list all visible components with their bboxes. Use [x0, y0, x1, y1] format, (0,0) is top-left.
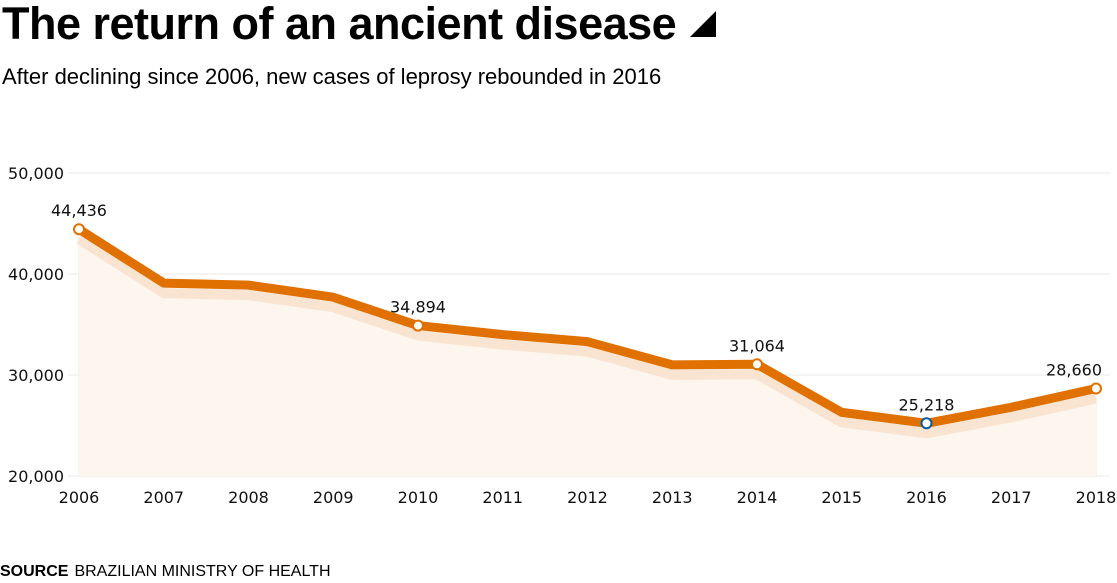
source-note: SOURCE BRAZILIAN MINISTRY OF HEALTH — [0, 563, 331, 581]
triangle-icon — [690, 11, 717, 37]
x-tick-label: 2013 — [652, 488, 693, 507]
data-label: 34,894 — [390, 298, 446, 317]
data-point-marker — [920, 417, 933, 430]
y-tick-label: 50,000 — [8, 164, 64, 183]
x-tick-label: 2011 — [482, 488, 523, 507]
x-tick-label: 2007 — [143, 488, 184, 507]
data-label: 25,218 — [899, 395, 955, 414]
x-tick-label: 2010 — [398, 488, 439, 507]
x-tick-label: 2014 — [737, 488, 778, 507]
data-label: 31,064 — [729, 336, 785, 355]
series-shadow — [76, 234, 1098, 439]
source-text: BRAZILIAN MINISTRY OF HEALTH — [74, 563, 331, 580]
x-tick-label: 2012 — [567, 488, 608, 507]
x-tick-label: 2008 — [228, 488, 269, 507]
data-point-marker — [73, 223, 85, 236]
x-tick-label: 2018 — [1076, 488, 1117, 507]
x-tick-label: 2017 — [991, 488, 1032, 507]
y-tick-label: 40,000 — [8, 265, 64, 284]
label-layer: 44,436 34,894 31,064 25,218 28,660 — [51, 201, 1102, 414]
x-tick-label: 2006 — [59, 488, 100, 507]
source-label: SOURCE — [0, 563, 69, 580]
data-point-marker — [412, 319, 424, 332]
x-tick-label: 2009 — [313, 488, 354, 507]
y-tick-label: 20,000 — [8, 467, 64, 486]
chart-subtitle: After declining since 2006, new cases of… — [2, 64, 662, 89]
x-tick-label: 2015 — [821, 488, 862, 507]
data-point-marker — [1090, 382, 1102, 395]
data-point-marker — [751, 358, 763, 371]
chart-title: The return of an ancient disease — [2, 0, 717, 50]
marker-layer — [73, 223, 1102, 430]
data-label: 28,660 — [1046, 361, 1102, 380]
axis-labels: 20,000 30,000 40,000 50,000 2006 2007 2008 2009… — [8, 164, 1116, 507]
chart-title-text: The return of an ancient disease — [2, 0, 677, 49]
y-tick-label: 30,000 — [8, 366, 64, 385]
x-tick-label: 2016 — [906, 488, 947, 507]
data-label: 44,436 — [51, 201, 107, 220]
